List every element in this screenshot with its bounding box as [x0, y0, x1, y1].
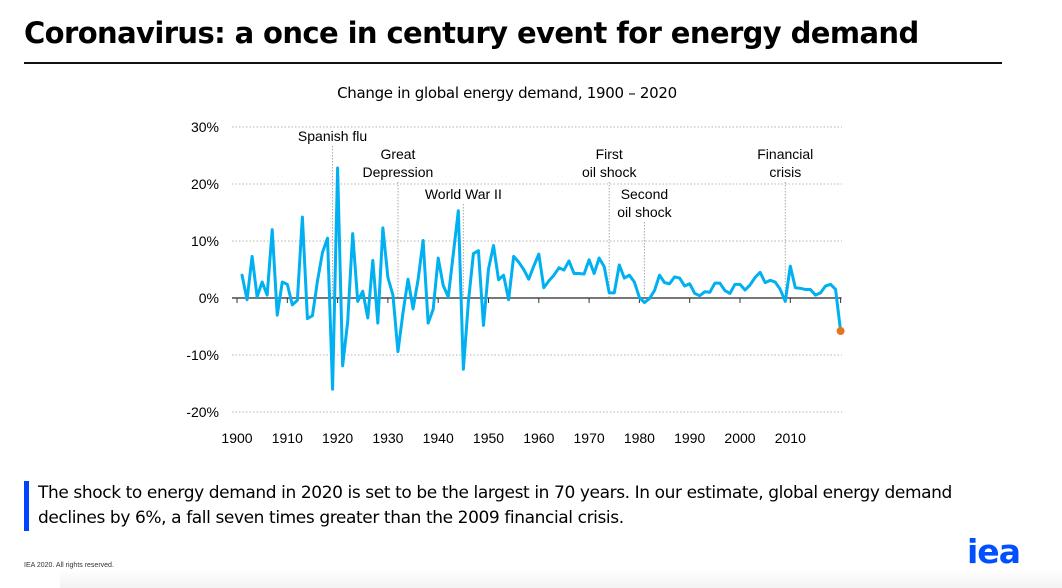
y-tick-label: -10%: [186, 347, 219, 363]
annotation-label: First: [596, 146, 623, 162]
annotation-label: Financial: [757, 146, 813, 162]
data-series: [240, 166, 845, 391]
y-tick-label: 30%: [191, 119, 219, 135]
event-annotations: Spanish flu Great Depression World War II Fi…: [298, 128, 813, 298]
key-message: The shock to energy demand in 2020 is se…: [24, 481, 952, 531]
chart-title: Change in global energy demand, 1900 – 2…: [337, 84, 677, 102]
x-axis-labels: 1900 1910 1920 1930 1940 1950 1960 1970 1980 1990…: [221, 430, 806, 446]
annotation-label: crisis: [769, 164, 801, 180]
y-tick-label: -20%: [186, 404, 219, 420]
y-tick-label: 20%: [191, 176, 219, 192]
grid-lines: [232, 126, 842, 413]
iea-logo: iea: [967, 532, 1021, 571]
x-tick-label: 1960: [523, 430, 554, 446]
x-tick-label: 1910: [272, 430, 303, 446]
slide-title: Coronavirus: a once in century event for…: [24, 16, 919, 50]
y-tick-label: 0%: [199, 290, 219, 306]
key-message-line-2: declines by 6%, a fall seven times great…: [38, 508, 624, 528]
annotation-label: Great: [380, 146, 415, 162]
y-axis-labels: 30% 20% 10% 0% -10% -20%: [186, 119, 219, 420]
y-tick-label: 10%: [191, 233, 219, 249]
key-message-line-1: The shock to energy demand in 2020 is se…: [38, 483, 952, 503]
annotation-label: oil shock: [617, 204, 672, 220]
x-tick-label: 2010: [775, 430, 806, 446]
title-divider: [24, 62, 1002, 64]
x-axis: [232, 297, 842, 303]
x-tick-label: 1900: [221, 430, 252, 446]
x-tick-label: 1990: [674, 430, 705, 446]
annotation-label: oil shock: [582, 164, 637, 180]
annotation-label: World War II: [425, 186, 502, 202]
x-tick-label: 1980: [624, 430, 655, 446]
x-tick-label: 1940: [423, 430, 454, 446]
x-tick-label: 1930: [372, 430, 403, 446]
estimate-2020-point: [836, 327, 845, 336]
x-tick-label: 1970: [574, 430, 605, 446]
annotation-label: Second: [621, 186, 668, 202]
x-tick-label: 1950: [473, 430, 504, 446]
x-tick-label: 1920: [322, 430, 353, 446]
x-tick-label: 2000: [724, 430, 755, 446]
annotation-label: Spanish flu: [298, 128, 367, 144]
copyright-notice: IEA 2020. All rights reserved.: [24, 562, 114, 569]
footer-shade: [60, 570, 1062, 588]
demand-change-line: [240, 166, 843, 391]
annotation-label: Depression: [363, 164, 434, 180]
energy-demand-chart: Spanish flu Great Depression World War II Fi…: [186, 119, 845, 446]
